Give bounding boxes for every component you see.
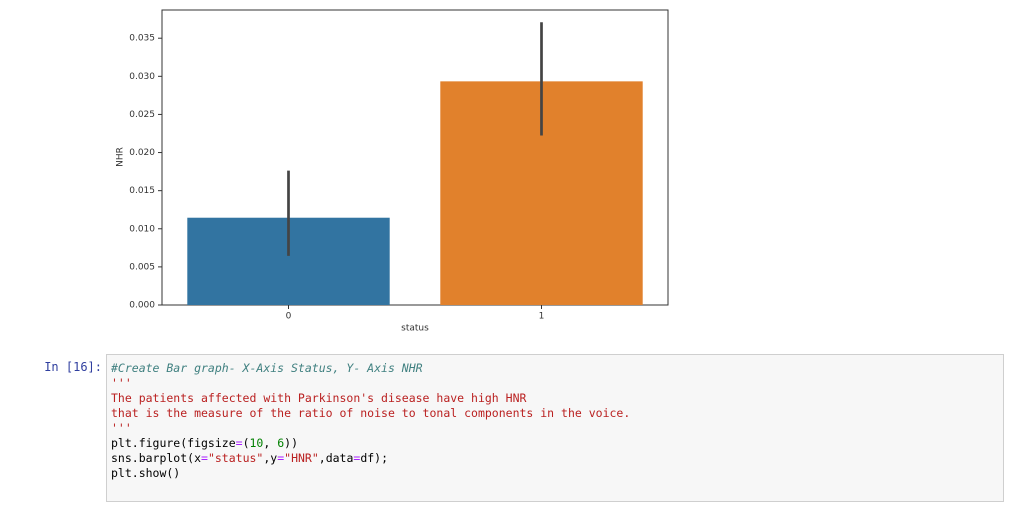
code-line: plt.figure(figsize=(10, 6)) bbox=[111, 436, 999, 451]
code-token: 6 bbox=[277, 436, 285, 450]
code-token: df); bbox=[360, 451, 389, 465]
code-token: sns.barplot(x bbox=[111, 451, 202, 465]
code-cell[interactable]: #Create Bar graph- X-Axis Status, Y- Axi… bbox=[106, 354, 1004, 502]
code-token: "HNR" bbox=[284, 451, 319, 465]
y-tick-label: 0.000 bbox=[129, 301, 155, 311]
code-line: #Create Bar graph- X-Axis Status, Y- Axi… bbox=[111, 361, 999, 376]
y-tick-label: 0.015 bbox=[129, 186, 155, 196]
y-tick-label: 0.035 bbox=[129, 34, 155, 44]
code-token: The patients affected with Parkinson's d… bbox=[111, 391, 527, 405]
code-token: #Create Bar graph- X-Axis Status, Y- Axi… bbox=[111, 361, 423, 375]
code-token: = bbox=[277, 451, 285, 465]
code-line: plt.show() bbox=[111, 466, 999, 481]
x-axis-label: status bbox=[401, 324, 429, 334]
code-line: ''' bbox=[111, 421, 999, 436]
code-token: ''' bbox=[111, 376, 132, 390]
code-token: ,y bbox=[263, 451, 278, 465]
y-tick-label: 0.010 bbox=[129, 224, 155, 234]
code-line: The patients affected with Parkinson's d… bbox=[111, 391, 999, 406]
code-token: = bbox=[353, 451, 361, 465]
y-axis-label: NHR bbox=[116, 147, 126, 167]
code-token: plt.figure(figsize bbox=[111, 436, 236, 450]
code-token: 10 bbox=[249, 436, 264, 450]
code-line: ''' bbox=[111, 376, 999, 391]
code-line: sns.barplot(x="status",y="HNR",data=df); bbox=[111, 451, 999, 466]
code-token: )) bbox=[284, 436, 299, 450]
code-token: , bbox=[263, 436, 278, 450]
y-tick-label: 0.020 bbox=[129, 148, 155, 158]
cell-prompt: In [16]: bbox=[44, 360, 102, 374]
code-token: plt.show() bbox=[111, 466, 181, 480]
code-token: ,data bbox=[318, 451, 354, 465]
code-token: "status" bbox=[207, 451, 264, 465]
code-token: ''' bbox=[111, 421, 132, 435]
x-tick-label: 0 bbox=[286, 312, 292, 322]
chart: status NHR 0.000 0.005 0.010 0.015 0.020 0.02… bbox=[116, 9, 669, 334]
code-token: ( bbox=[242, 436, 250, 450]
y-tick-label: 0.025 bbox=[129, 110, 155, 120]
code-token: that is the measure of the ratio of nois… bbox=[111, 406, 631, 420]
y-tick-label: 0.030 bbox=[129, 72, 155, 82]
code-token: = bbox=[235, 436, 243, 450]
plot-frame bbox=[161, 9, 669, 306]
y-tick-label: 0.005 bbox=[129, 262, 155, 272]
code-line: that is the measure of the ratio of nois… bbox=[111, 406, 999, 421]
code-token: = bbox=[201, 451, 208, 465]
x-tick-label: 1 bbox=[539, 312, 545, 322]
